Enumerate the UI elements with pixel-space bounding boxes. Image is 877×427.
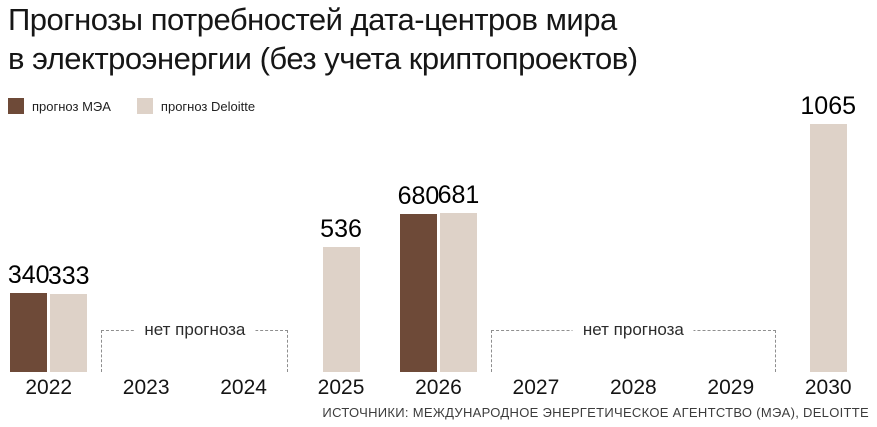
x-tick-label: 2023	[122, 376, 170, 399]
legend-item-mea: прогноз МЭА	[8, 98, 111, 114]
bar-value-label: 1065	[800, 92, 857, 120]
plot-area: 340 333 536 680 681 1065 нет прогноза нет прогн…	[0, 92, 877, 372]
bar-value-label: 681	[437, 181, 480, 209]
no-forecast-label: нет прогноза	[134, 320, 256, 340]
x-tick-label: 2027	[512, 376, 560, 399]
chart-title-line2: в электроэнергии (без учета криптопроект…	[8, 41, 638, 77]
bar-value-label: 340	[7, 261, 50, 289]
x-tick-label: 2030	[804, 376, 852, 399]
bar-value-label: 680	[397, 182, 440, 210]
legend-item-deloitte: прогноз Deloitte	[136, 98, 256, 114]
x-tick-label: 2025	[317, 376, 365, 399]
legend: прогноз МЭА прогноз Deloitte	[8, 98, 255, 114]
legend-swatch-deloitte	[136, 98, 153, 114]
bar-2030: 1065	[800, 92, 856, 372]
legend-swatch-mea	[8, 98, 24, 114]
x-tick-label: 2024	[220, 376, 267, 399]
chart-title: Прогнозы потребностей дата-центров мира …	[8, 0, 638, 78]
x-tick-label: 2026	[415, 376, 462, 399]
category-column-2022: 340 333	[0, 124, 97, 372]
bar-2026: 680	[398, 182, 439, 372]
bar-value-label: 333	[47, 262, 90, 290]
category-column-2026: 680 681	[390, 124, 487, 372]
source-line: ИСТОЧНИКИ: МЕЖДУНАРОДНОЕ ЭНЕРГЕТИЧЕСКОЕ …	[322, 405, 869, 420]
legend-label-mea: прогноз МЭА	[32, 98, 111, 114]
bar-2022: 340	[8, 261, 50, 372]
no-forecast-range: нет прогноза	[101, 320, 289, 372]
x-tick-label: 2028	[609, 376, 657, 399]
bar-2025: 536	[320, 215, 362, 372]
bar-value-label: 536	[320, 215, 362, 243]
x-tick-label: 2022	[25, 376, 73, 399]
category-column-2030: 1065	[780, 92, 877, 372]
no-forecast-label: нет прогноза	[572, 320, 694, 340]
category-column-2025: 536	[292, 124, 389, 372]
x-tick-label: 2029	[707, 376, 755, 399]
chart-title-line1: Прогнозы потребностей дата-центров мира	[8, 2, 617, 37]
bar-2022: 333	[48, 262, 90, 372]
legend-label-deloitte: прогноз Deloitte	[160, 98, 256, 114]
x-axis: 2022 2023 2024 2025 2026 2027 2028 2029 2030	[0, 376, 877, 400]
bar-2026: 681	[438, 181, 479, 372]
no-forecast-range: нет прогноза	[491, 320, 776, 372]
